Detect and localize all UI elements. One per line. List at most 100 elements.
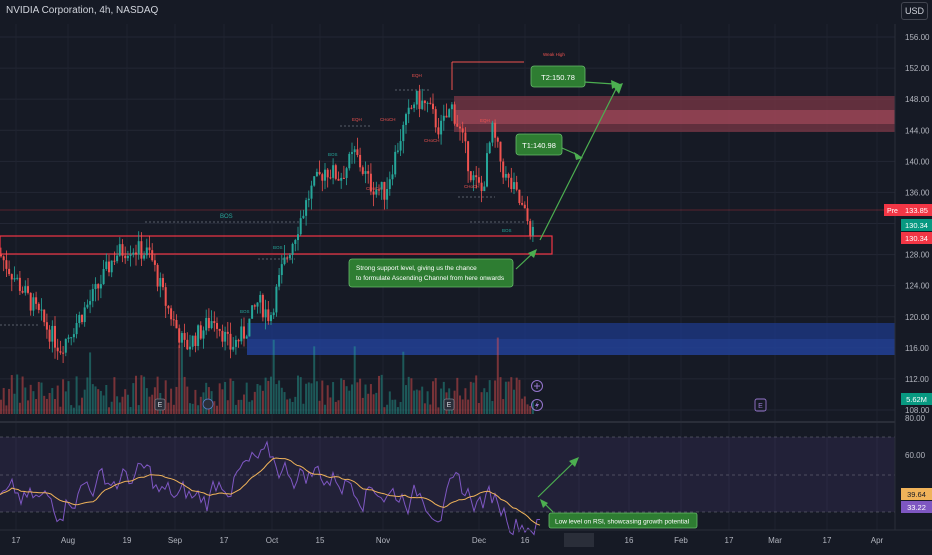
currency-button[interactable]: USD xyxy=(901,2,928,20)
target1-callout: T1:140.98 xyxy=(515,133,563,156)
volume-bar xyxy=(221,389,224,414)
volume-bar xyxy=(256,383,259,414)
lightning-icon[interactable] xyxy=(531,399,543,411)
volume-bar xyxy=(194,389,197,414)
rsi-ma-line xyxy=(0,457,541,526)
candle-body xyxy=(81,315,83,323)
volume-bar xyxy=(108,407,110,414)
volume-bar xyxy=(56,385,59,414)
volume-bar xyxy=(313,346,316,414)
candle-body xyxy=(410,107,413,109)
candle-body xyxy=(240,326,243,342)
price-tick: 112.00 xyxy=(905,375,929,384)
candle-body xyxy=(413,104,416,109)
candle-body xyxy=(148,247,151,251)
volume-bar xyxy=(388,391,391,414)
candle-body xyxy=(480,182,483,192)
candle-body xyxy=(172,319,175,321)
volume-bar xyxy=(278,380,281,414)
earnings-marker-aug[interactable]: E xyxy=(158,402,163,409)
volume-bar xyxy=(280,387,283,414)
candle-body xyxy=(353,149,356,153)
candle-body xyxy=(388,179,391,190)
volume-bar xyxy=(48,393,51,414)
candle-body xyxy=(59,351,62,353)
volume-bar xyxy=(97,389,100,414)
volume-bar xyxy=(391,399,394,414)
candle-body xyxy=(307,198,310,201)
candle-body xyxy=(440,120,443,135)
last-price: 130.34 xyxy=(905,221,928,230)
candle-body xyxy=(407,107,410,115)
candle-body xyxy=(218,328,221,331)
price-tick: 136.00 xyxy=(905,188,930,197)
candle-body xyxy=(526,208,529,222)
volume-bar xyxy=(440,388,443,414)
candle-body xyxy=(450,104,453,110)
candle-body xyxy=(464,132,467,142)
candle-body xyxy=(299,218,302,235)
candle-body xyxy=(229,333,232,350)
candle-body xyxy=(205,317,208,331)
candle-body xyxy=(45,322,48,330)
volume-bar xyxy=(402,351,405,414)
volume-bar xyxy=(275,384,278,414)
volume-bar xyxy=(178,345,181,414)
volume-bar xyxy=(232,380,235,414)
earnings-marker-future[interactable]: E xyxy=(758,403,763,410)
volume-bar xyxy=(307,382,310,414)
volume-bar xyxy=(62,379,65,414)
volume-bar xyxy=(10,375,13,414)
volume-bar xyxy=(467,399,470,414)
candle-body xyxy=(315,171,318,177)
rsi-note-text: Low level on RSI, showcasing growth pote… xyxy=(555,519,690,526)
volume-bar xyxy=(291,401,294,414)
volume-bar xyxy=(288,398,291,414)
candle-body xyxy=(72,334,75,338)
rsi-tick-60: 60.00 xyxy=(905,451,926,460)
volume-bar xyxy=(189,403,191,414)
candle-body xyxy=(499,141,502,162)
volume-bar xyxy=(480,392,483,414)
volume-bar xyxy=(140,375,143,414)
volume-bar xyxy=(418,390,421,414)
candle-body xyxy=(278,275,281,287)
volume-bar xyxy=(499,377,502,414)
candle-body xyxy=(121,244,124,256)
symbol-title[interactable]: NVIDIA Corporation, 4h, NASDAQ xyxy=(6,5,159,16)
candle-body xyxy=(97,284,100,289)
candle-body xyxy=(94,284,97,290)
candle-body xyxy=(170,308,173,320)
candle-body xyxy=(164,287,167,306)
earnings-marker-nov[interactable]: E xyxy=(447,402,452,409)
earnings-markers[interactable]: E E E xyxy=(154,398,767,412)
time-tick: Feb xyxy=(674,536,688,545)
plus-circle-icon[interactable] xyxy=(531,380,543,392)
volume-bar xyxy=(151,394,154,414)
candle-body xyxy=(494,122,497,138)
candle-body xyxy=(321,174,324,181)
candle-body xyxy=(194,335,197,347)
candle-body xyxy=(126,255,129,259)
candle-body xyxy=(243,326,245,339)
volume-bar xyxy=(170,388,173,414)
volume-bar xyxy=(477,403,480,414)
volume-bar xyxy=(234,404,237,414)
candle-body xyxy=(286,257,289,259)
candle-body xyxy=(369,173,372,192)
rsi-value-badge: 33.22 xyxy=(901,501,932,513)
candle-body xyxy=(51,325,54,342)
volume-bar xyxy=(494,380,497,414)
candle-body xyxy=(67,337,70,339)
candle-body xyxy=(348,153,351,169)
candle-body xyxy=(529,221,532,236)
candle-body xyxy=(261,294,264,318)
volume-bar xyxy=(523,396,526,414)
volume-bar xyxy=(116,396,119,414)
volume-bar xyxy=(110,401,113,414)
time-tick: 19 xyxy=(123,536,132,545)
time-axis-highlight xyxy=(564,533,594,547)
volume-bar xyxy=(45,398,48,414)
